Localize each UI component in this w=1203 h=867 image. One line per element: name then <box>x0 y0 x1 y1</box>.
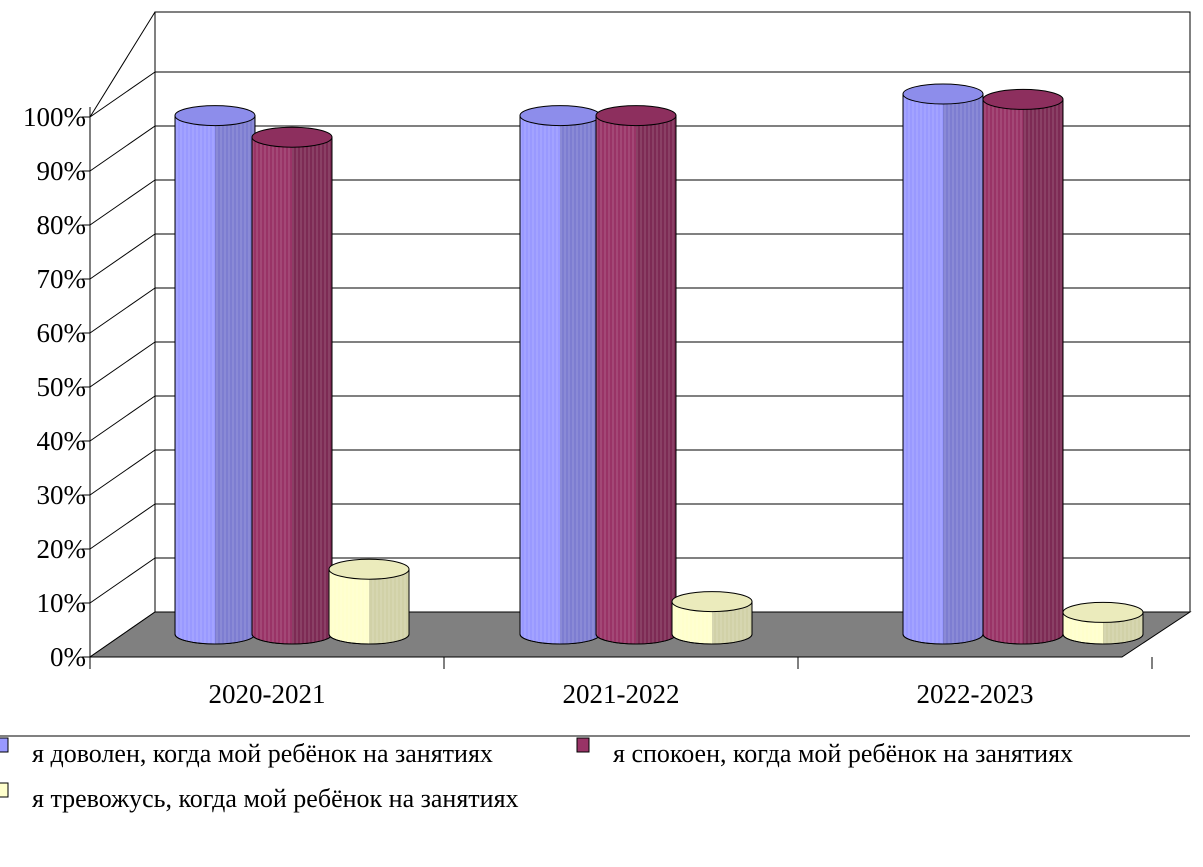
bar-top <box>982 88 1064 110</box>
bar <box>174 105 256 645</box>
bars <box>174 83 1144 645</box>
axes <box>82 107 1153 669</box>
bar-top <box>174 105 256 127</box>
y-tick-label: 70% <box>37 264 87 294</box>
gridline-side <box>89 125 156 172</box>
legend-swatch <box>0 782 9 798</box>
bar <box>595 105 677 645</box>
y-tick-label: 80% <box>37 210 87 240</box>
back-wall <box>154 11 1191 612</box>
bar-top <box>1062 601 1144 623</box>
bar-top <box>251 126 333 148</box>
gridline-side <box>89 71 156 118</box>
gridline-side <box>89 179 156 226</box>
legend-swatch <box>0 737 9 753</box>
legend: я доволен, когда мой ребёнок на занятиях… <box>0 735 1190 813</box>
gridline-side <box>89 449 156 496</box>
bar <box>902 83 984 645</box>
y-tick-label: 0% <box>50 642 86 672</box>
bar-top <box>519 105 601 127</box>
bar-top <box>671 591 753 613</box>
y-tick-label: 20% <box>37 534 87 564</box>
bar-outline <box>671 601 753 645</box>
gridline-side <box>89 395 156 442</box>
bar-top <box>902 83 984 105</box>
side-wall <box>89 11 156 657</box>
bar <box>251 126 333 645</box>
y-tick-label: 90% <box>37 156 87 186</box>
bar <box>982 88 1064 645</box>
y-tick-label: 50% <box>37 372 87 402</box>
x-tick-label: 2020-2021 <box>209 679 326 709</box>
bar-outline <box>982 98 1064 645</box>
y-tick-label: 100% <box>23 102 86 132</box>
x-tick-labels: 2020-2021 2021-2022 2022-2023 <box>209 679 1034 709</box>
gridline-side <box>89 503 156 550</box>
bar-top <box>328 558 410 580</box>
bar <box>328 558 410 645</box>
bar <box>1062 601 1144 645</box>
x-tick-label: 2022-2023 <box>917 679 1034 709</box>
legend-label: я доволен, когда мой ребёнок на занятиях <box>32 739 493 768</box>
bar <box>519 105 601 645</box>
y-tick-labels: 0% 10% 20% 30% 40% 50% 60% 70% 80% 90% 100% <box>23 102 86 672</box>
gridline-side <box>89 233 156 280</box>
x-tick-label: 2021-2022 <box>563 679 680 709</box>
bar-top <box>595 105 677 127</box>
gridline-side <box>89 341 156 388</box>
legend-swatch <box>576 737 590 753</box>
y-tick-label: 40% <box>37 426 87 456</box>
legend-label: я тревожусь, когда мой ребёнок на заняти… <box>32 784 519 813</box>
bar <box>671 591 753 645</box>
bar-outline <box>328 568 410 645</box>
legend-label: я спокоен, когда мой ребёнок на занятиях <box>613 739 1073 768</box>
y-tick-label: 60% <box>37 318 87 348</box>
bar-outline <box>174 115 256 645</box>
bar-outline <box>251 136 333 645</box>
y-tick-label: 10% <box>37 588 87 618</box>
gridline-side <box>89 287 156 334</box>
gridline-side <box>89 557 156 604</box>
bar-outline <box>595 115 677 645</box>
bar-outline <box>902 93 984 645</box>
bar-outline <box>519 115 601 645</box>
y-tick-label: 30% <box>37 480 87 510</box>
